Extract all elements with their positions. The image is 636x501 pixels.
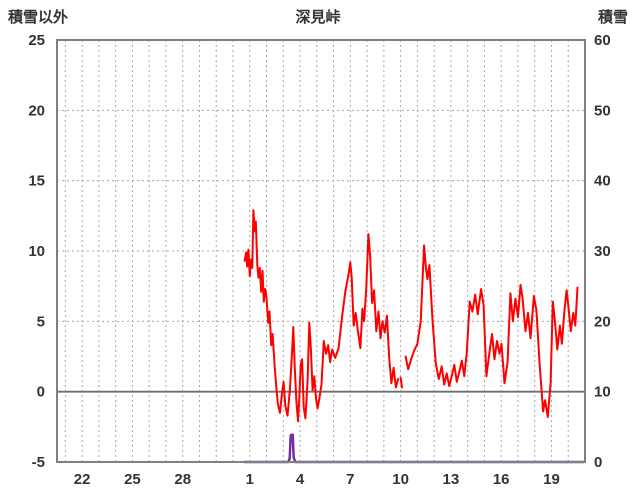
- left-axis-title: 積雪以外: [8, 9, 69, 26]
- left-axis-tick-label: 5: [37, 313, 45, 330]
- x-axis-tick-label: 10: [392, 471, 409, 488]
- x-axis-tick-label: 1: [246, 471, 254, 488]
- x-axis-tick-label: 16: [493, 471, 510, 488]
- left-axis-tick-label: 25: [28, 32, 45, 49]
- non-snow-series-line: [243, 209, 400, 423]
- right-axis-tick-label: 40: [594, 173, 611, 190]
- x-axis-tick-label: 19: [543, 471, 560, 488]
- x-axis-tick-label: 4: [296, 471, 305, 488]
- plot-area: [57, 40, 585, 462]
- x-axis-tick-label: 7: [346, 471, 354, 488]
- chart-title: 深見峠: [295, 9, 341, 26]
- x-axis-tick-label: 28: [174, 471, 191, 488]
- left-axis-tick-label: 15: [28, 173, 45, 190]
- non-snow-series-line: [404, 244, 579, 418]
- left-axis-tick-label: 20: [28, 102, 45, 119]
- right-axis-title: 積雪: [597, 9, 628, 26]
- left-axis-tick-label: -5: [32, 454, 45, 471]
- x-axis-tick-label: 22: [74, 471, 91, 488]
- right-axis-tick-label: 10: [594, 384, 611, 401]
- non-snow-series-line: [399, 376, 403, 389]
- right-axis-tick-label: 50: [594, 102, 611, 119]
- x-axis-tick-label: 25: [124, 471, 141, 488]
- x-axis-tick-label: 13: [443, 471, 460, 488]
- right-axis-tick-label: 0: [594, 454, 602, 471]
- right-axis-tick-label: 60: [594, 32, 611, 49]
- left-axis-tick-label: 0: [37, 384, 45, 401]
- left-axis-tick-label: 10: [28, 243, 45, 260]
- right-axis-tick-label: 20: [594, 313, 611, 330]
- plot-border: [56, 39, 586, 463]
- right-axis-tick-label: 30: [594, 243, 611, 260]
